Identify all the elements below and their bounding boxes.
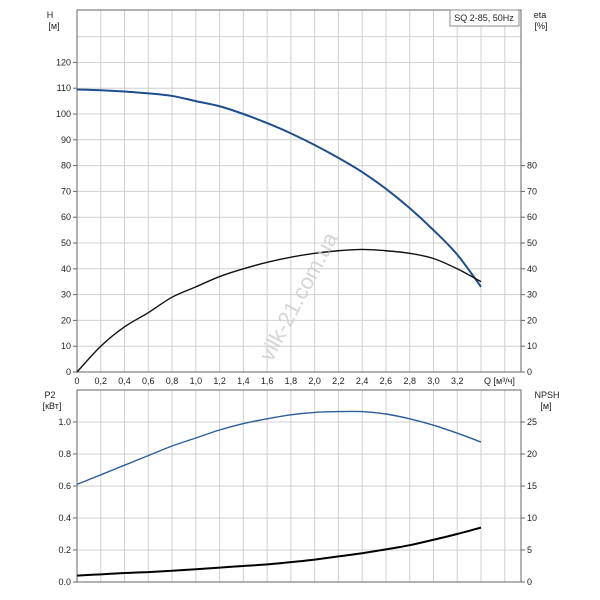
y-right-tick-label: 60: [527, 212, 537, 222]
y-right-label-bottom-name: NPSH: [534, 390, 559, 400]
y-left-tick-label: 90: [61, 135, 71, 145]
y-left-tick-label: 70: [61, 186, 71, 196]
y-left-tick-label: 1.0: [58, 417, 71, 427]
y-right-tick-label: 25: [527, 417, 537, 427]
x-tick-label: 1,6: [261, 376, 274, 386]
y-left-tick-label: 40: [61, 264, 71, 274]
x-axis-label: Q [м³/ч]: [484, 376, 515, 386]
legend-title: SQ 2-85, 50Hz: [454, 13, 514, 23]
grid: [77, 10, 521, 582]
y-left-tick-label: 100: [56, 109, 71, 119]
x-tick-label: 0,4: [118, 376, 131, 386]
y-left-tick-label: 20: [61, 315, 71, 325]
y-left-tick-label: 0.0: [58, 577, 71, 587]
curves: [76, 88, 482, 577]
x-tick-label: 3,2: [451, 376, 464, 386]
y-left-label-bottom-name: P2: [44, 390, 55, 400]
y-left-tick-label: 0.2: [58, 545, 71, 555]
h-curve: [76, 88, 482, 288]
y-left-tick-label: 0: [66, 367, 71, 377]
y-right-tick-label: 10: [527, 341, 537, 351]
y-left-tick-label: 0.6: [58, 481, 71, 491]
x-tick-label: 2,8: [403, 376, 416, 386]
y-right-tick-label: 20: [527, 449, 537, 459]
y-left-label-top-name: H: [47, 10, 54, 20]
x-tick-label: 1,8: [285, 376, 298, 386]
eta-curve: [76, 248, 482, 373]
y-left-tick-label: 50: [61, 238, 71, 248]
y-left-label-bottom-unit: [кВт]: [43, 401, 62, 411]
npsh-curve: [76, 526, 482, 577]
y-right-tick-label: 80: [527, 161, 537, 171]
x-tick-label: 2,2: [332, 376, 345, 386]
y-left-tick-label: 60: [61, 212, 71, 222]
y-right-tick-label: 0: [527, 577, 532, 587]
y-left-tick-label: 110: [57, 83, 71, 93]
y-right-tick-label: 20: [527, 315, 537, 325]
y-left-tick-label: 120: [56, 57, 71, 67]
tick-labels: 0 0,2 0,4 0,6 0,8 1,0 1,2 1,4 1,6 1,8 2,0 2,2 2,4 2,6…: [56, 57, 537, 587]
x-tick-label: 1,2: [213, 376, 226, 386]
legend-box: [449, 9, 520, 27]
y-right-tick-label: 5: [527, 545, 532, 555]
y-right-tick-label: 70: [527, 186, 537, 196]
x-tick-label: 3,0: [427, 376, 440, 386]
y-right-label-top-name: eta: [534, 10, 547, 20]
y-left-tick-label: 0.8: [58, 449, 71, 459]
y-left-tick-label: 0.4: [58, 513, 71, 523]
x-tick-label: 0: [74, 376, 79, 386]
y-left-tick-label: 80: [61, 161, 71, 171]
x-tick-label: 0,8: [166, 376, 179, 386]
y-left-tick-label: 10: [61, 341, 71, 351]
y-right-tick-label: 15: [527, 481, 537, 491]
y-left-tick-label: 30: [61, 290, 71, 300]
x-tick-label: 1,4: [237, 376, 250, 386]
x-tick-label: 1,0: [190, 376, 203, 386]
x-tick-label: 0,2: [95, 376, 108, 386]
y-right-label-top-unit: [%]: [534, 21, 547, 31]
y-right-tick-label: 50: [527, 238, 537, 248]
p2-curve: [76, 410, 482, 486]
y-right-tick-label: 30: [527, 290, 537, 300]
y-right-tick-label: 40: [527, 264, 537, 274]
x-tick-label: 0,6: [142, 376, 155, 386]
y-right-tick-label: 0: [527, 367, 532, 377]
x-tick-label: 2,6: [380, 376, 393, 386]
y-right-label-bottom-unit: [м]: [540, 401, 551, 411]
x-tick-label: 2,4: [356, 376, 369, 386]
y-left-label-top-unit: [м]: [48, 21, 59, 31]
x-tick-label: 2,0: [308, 376, 321, 386]
y-right-tick-label: 10: [527, 513, 537, 523]
